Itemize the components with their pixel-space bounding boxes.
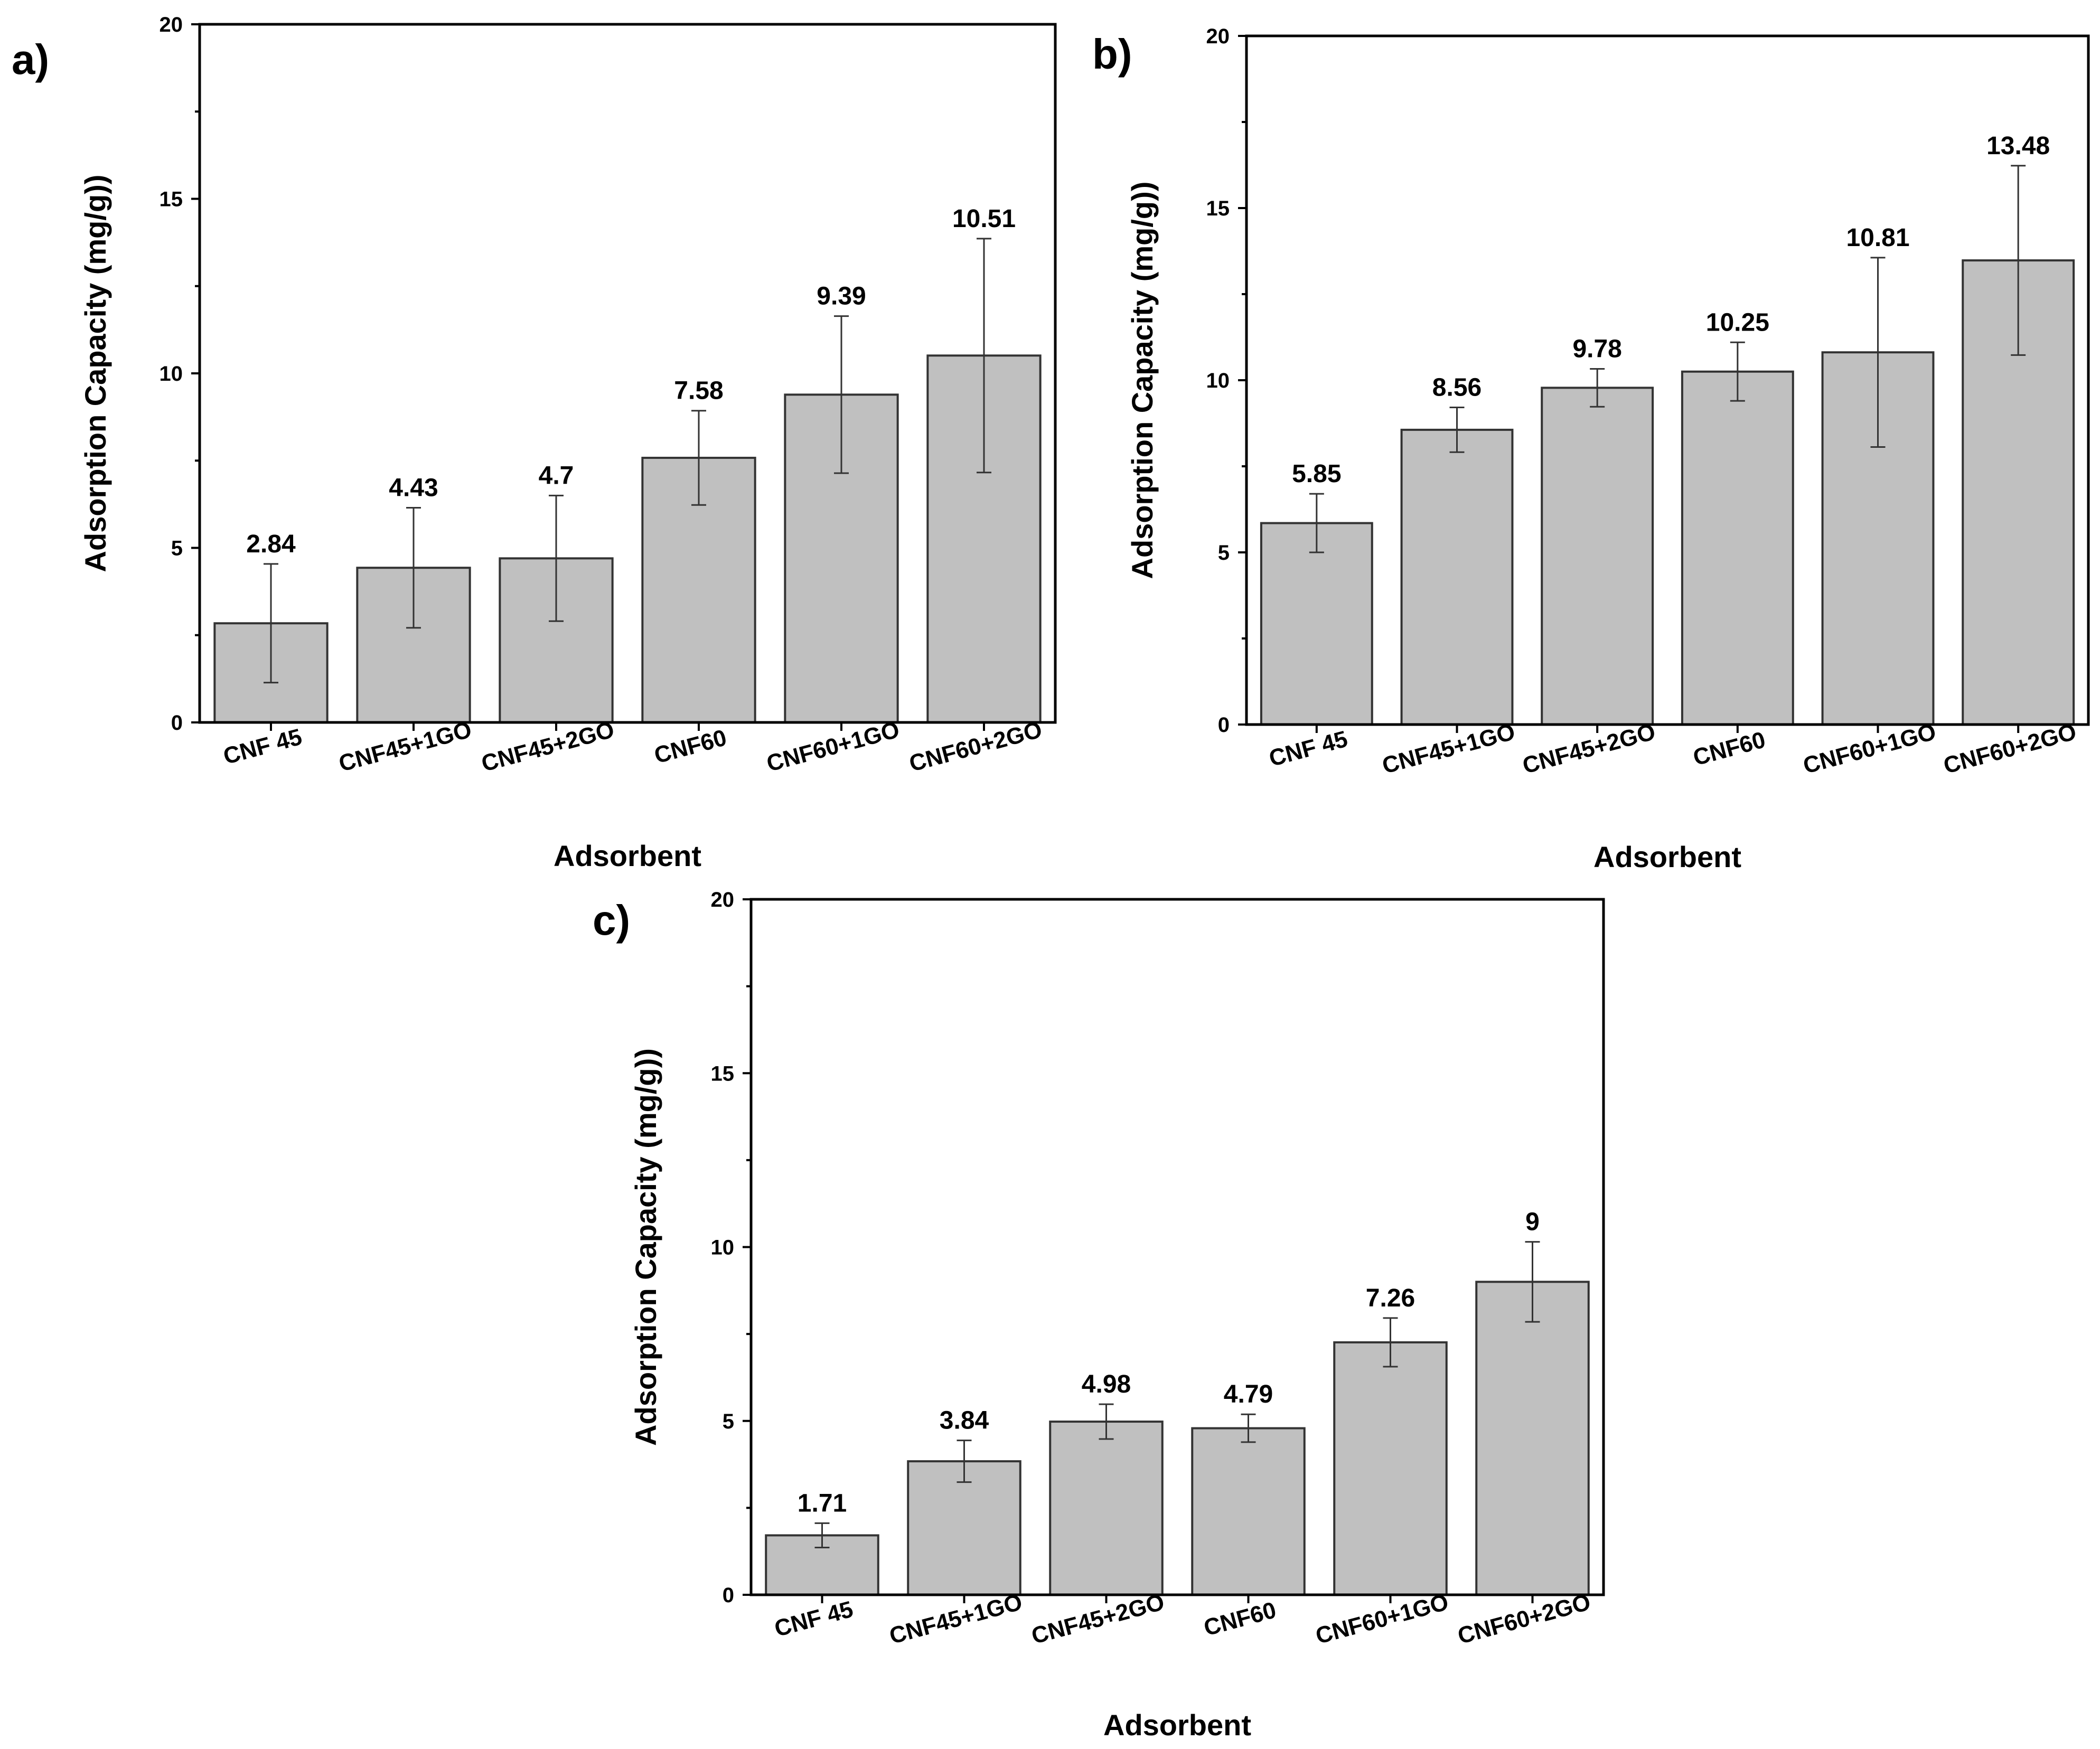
- error-bar: [2011, 165, 2026, 356]
- y-tick-label: 15: [1206, 197, 1230, 220]
- data-label: 7.26: [1366, 1284, 1415, 1312]
- error-bar: [1309, 493, 1324, 553]
- panel-label: b): [1092, 31, 1132, 78]
- panel-label: c): [593, 897, 630, 944]
- data-label: 9.39: [817, 283, 866, 311]
- error-bar: [977, 238, 991, 474]
- error-bar: [1525, 1241, 1540, 1323]
- y-tick-label: 5: [723, 1410, 734, 1433]
- data-label: 9: [1525, 1208, 1540, 1236]
- data-label: 3.84: [940, 1407, 989, 1435]
- plot-frame: [749, 898, 1605, 1596]
- error-bar: [1590, 368, 1605, 408]
- y-tick-label: 15: [160, 188, 183, 211]
- bar: [1049, 1421, 1164, 1596]
- y-tick-label: 20: [160, 13, 183, 36]
- error-bar: [1449, 407, 1465, 453]
- x-axis-title: Adsorbent: [1103, 1708, 1251, 1742]
- plot-frame: [1245, 34, 2090, 726]
- data-label: 4.7: [539, 462, 574, 490]
- y-axis-title: Adsorption Capacity (mg/g)): [79, 175, 112, 572]
- error-bar: [264, 563, 278, 684]
- data-label: 9.78: [1572, 335, 1621, 363]
- y-tick-label: 5: [1218, 541, 1230, 565]
- bar: [1475, 1281, 1590, 1596]
- bar: [1681, 370, 1794, 726]
- y-tick-label: 10: [711, 1236, 735, 1259]
- bar: [1260, 522, 1373, 726]
- y-axis-title: Adsorption Capacity (mg/g)): [629, 1048, 662, 1446]
- data-label: 10.25: [1706, 308, 1769, 336]
- data-label: 10.51: [952, 205, 1016, 233]
- error-bar: [814, 1522, 830, 1548]
- error-bar: [1730, 341, 1745, 402]
- y-tick-label: 20: [711, 888, 735, 911]
- bar: [1191, 1427, 1306, 1596]
- data-label: 8.56: [1432, 374, 1482, 402]
- error-bar: [549, 494, 564, 622]
- error-bar: [957, 1440, 972, 1483]
- data-label: 1.71: [798, 1489, 847, 1517]
- data-label: 2.84: [246, 530, 296, 558]
- error-bar: [691, 410, 706, 506]
- data-label: 4.43: [389, 474, 438, 502]
- y-tick-label: 20: [1206, 25, 1230, 48]
- data-label: 7.58: [674, 377, 723, 405]
- y-tick-label: 10: [1206, 369, 1230, 392]
- error-bar: [1383, 1317, 1398, 1368]
- y-tick-label: 0: [171, 711, 183, 735]
- y-tick-label: 0: [723, 1584, 734, 1607]
- panel-label: a): [12, 36, 49, 83]
- error-bar: [1870, 257, 1886, 448]
- y-tick-label: 15: [711, 1062, 735, 1085]
- y-tick-label: 5: [171, 537, 183, 560]
- error-bar: [406, 506, 421, 629]
- plot-frame: [198, 23, 1057, 724]
- y-tick-label: 0: [1218, 713, 1230, 737]
- error-bar: [1241, 1413, 1256, 1443]
- y-tick-label: 10: [160, 362, 183, 385]
- bar: [1400, 428, 1514, 726]
- bar: [1541, 387, 1654, 726]
- error-bar: [834, 315, 849, 474]
- x-axis-title: Adsorbent: [1593, 840, 1741, 873]
- data-label: 4.98: [1082, 1370, 1131, 1398]
- data-label: 13.48: [1986, 132, 2050, 160]
- data-label: 4.79: [1224, 1380, 1273, 1408]
- x-axis-title: Adsorbent: [554, 839, 701, 872]
- error-bar: [1099, 1403, 1114, 1440]
- data-label: 5.85: [1292, 460, 1341, 488]
- y-axis-title: Adsorption Capacity (mg/g)): [1126, 182, 1159, 579]
- bar: [1333, 1341, 1448, 1596]
- data-label: 10.81: [1846, 224, 1909, 252]
